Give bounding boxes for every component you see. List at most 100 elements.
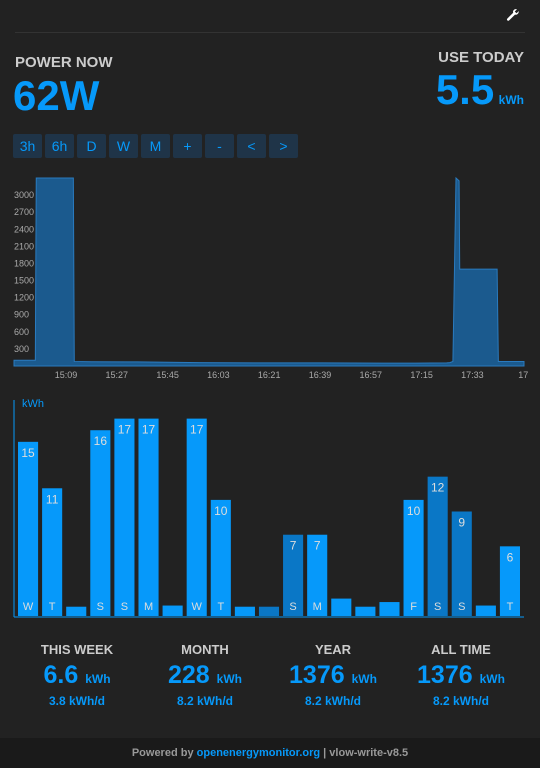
bar-value-label: 10 [407,504,421,518]
daily-bar[interactable] [499,546,520,616]
wrench-icon[interactable] [506,8,520,22]
y-tick-label: 2400 [14,224,34,234]
stat-this-week: THIS WEEK 6.6 kWh 3.8 kWh/d [12,642,142,708]
use-today-value: 5.5 [435,66,495,113]
daily-bar[interactable] [427,476,448,616]
bar-day-label: S [434,601,441,613]
footer-link[interactable]: openenergymonitor.org [196,747,321,759]
stat-value: 228 [167,661,210,689]
stat-unit: kWh [85,672,111,686]
stat-rate: 8.2 kWh/d [304,694,361,708]
daily-bar[interactable] [379,602,400,616]
x-tick-label: 16:57 [360,370,383,380]
pan-right-button[interactable]: > [269,134,298,158]
daily-bar[interactable] [42,488,63,616]
range-3h-button[interactable]: 3h [13,134,42,158]
x-tick-label: 17:15 [410,370,433,380]
stats-panel: THIS WEEK 6.6 kWh 3.8 kWh/d MONTH 228 kW… [0,642,540,722]
range-day-button[interactable]: D [77,134,106,158]
footer: Powered by openenergymonitor.org | vlow-… [0,738,540,768]
daily-bar[interactable] [283,534,304,616]
daily-bar[interactable] [66,606,87,616]
use-today-label: USE TODAY [438,49,524,66]
bar-day-label: S [289,601,296,613]
zoom-in-button[interactable]: + [173,134,202,158]
daily-bar[interactable] [138,418,159,616]
stat-value: 1376 [289,661,345,689]
bar-value-label: 12 [431,481,445,495]
power-chart[interactable]: 300 600 900 1200 1500 1800 2100 2400 2700 3000 15:… [0,170,540,385]
x-tick-label: 16:21 [258,370,281,380]
footer-prefix: Powered by [131,747,194,759]
bar-day-label: S [458,601,465,613]
daily-bar[interactable] [355,606,376,616]
stat-all-time: ALL TIME 1376 kWh 8.2 kWh/d [396,642,526,708]
daily-usage-chart[interactable]: kWh 15 W 11 T 16 S 17 S 17 M 17 W 10 T 7 S 7 M 10 F 12 S 9 S 6 T [0,392,540,622]
bar-day-label: T [49,601,56,613]
use-today-unit: kWh [498,93,524,107]
x-tick-label: 17 [518,370,528,380]
bar-value-label: 6 [507,550,514,564]
daily-bar[interactable] [331,598,352,616]
daily-bar[interactable] [210,499,231,616]
daily-bar[interactable] [258,606,280,616]
daily-bar[interactable] [403,499,424,616]
top-bar [0,0,540,34]
daily-bar[interactable] [114,418,135,616]
daily-bar[interactable] [162,605,183,616]
bar-value-label: 17 [118,423,132,437]
bar-day-label: W [192,601,203,613]
bar-value-label: 17 [142,423,156,437]
stat-month: MONTH 228 kWh 8.2 kWh/d [140,642,270,708]
stat-unit: kWh [216,672,242,686]
x-tick-label: 15:45 [156,370,179,380]
stat-year: YEAR 1376 kWh 8.2 kWh/d [268,642,398,708]
daily-bar[interactable] [475,605,496,616]
power-now-label: POWER NOW [15,54,113,71]
x-tick-label: 15:27 [106,370,129,380]
stat-unit: kWh [479,672,505,686]
range-buttons: 3h 6h D W M + - < > [13,134,298,158]
range-6h-button[interactable]: 6h [45,134,74,158]
bar-day-label: M [144,601,153,613]
daily-bar[interactable] [90,430,111,616]
range-week-button[interactable]: W [109,134,138,158]
bar-value-label: 7 [290,539,297,553]
daily-bar[interactable] [18,441,39,616]
stat-label: YEAR [314,642,352,657]
stat-label: THIS WEEK [40,642,114,657]
y-tick-label: 2700 [14,207,34,217]
stat-value: 1376 [417,661,473,689]
daily-bar[interactable] [451,511,472,617]
use-today-display: 5.5 kWh [436,66,524,114]
bar-day-label: M [313,601,322,613]
stat-rate: 3.8 kWh/d [48,694,105,708]
daily-bar[interactable] [234,606,255,616]
x-tick-label: 17:33 [461,370,484,380]
range-month-button[interactable]: M [141,134,170,158]
zoom-out-button[interactable]: - [205,134,234,158]
daily-bar[interactable] [186,418,207,616]
bar-day-label: F [410,601,417,613]
daily-bar[interactable] [307,534,328,616]
y-tick-label: 300 [14,344,29,354]
stat-value-row: 1376 kWh [268,661,398,690]
bar-day-label: S [121,601,128,613]
y-tick-label: 2100 [14,241,34,251]
x-tick-label: 15:09 [55,370,78,380]
stat-value-row: 1376 kWh [396,661,526,690]
bar-value-label: 10 [214,504,228,518]
bar-value-label: 9 [458,516,465,530]
stat-rate: 8.2 kWh/d [176,694,233,708]
bar-chart-y-label: kWh [22,398,44,410]
y-tick-label: 1500 [14,276,34,286]
power-now-value: 62W [13,72,100,119]
header-divider [15,32,525,33]
bar-day-label: W [23,601,34,613]
bar-day-label: T [507,601,514,613]
power-series-area [13,176,525,367]
y-tick-label: 3000 [14,190,34,200]
bar-value-label: 7 [314,539,321,553]
pan-left-button[interactable]: < [237,134,266,158]
y-tick-label: 900 [14,310,29,320]
